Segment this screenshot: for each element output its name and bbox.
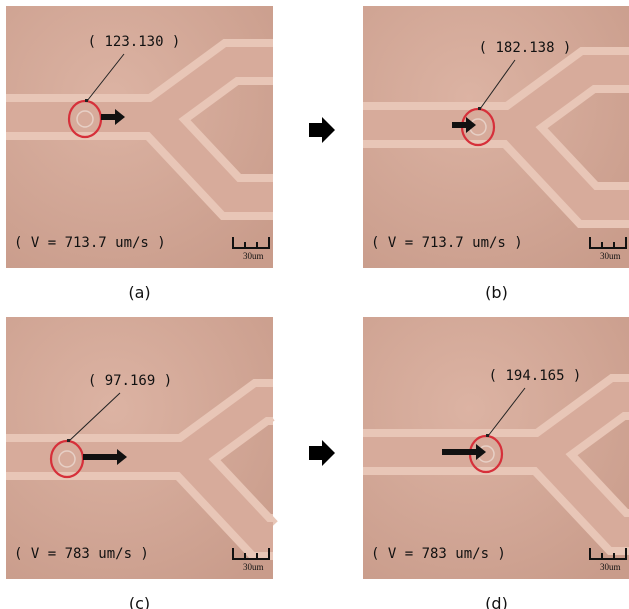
- coordinate-label: ( 123.130 ): [88, 34, 181, 50]
- coordinate-label: ( 182.138 ): [479, 40, 572, 56]
- panel-caption: (d): [485, 594, 508, 609]
- coordinate-label: ( 194.165 ): [489, 368, 582, 384]
- panel-caption: (a): [128, 283, 150, 302]
- micrograph: ( 123.130 ) ( V = 713.7 um/s ) 30um: [6, 6, 273, 268]
- panel-caption: (c): [129, 594, 150, 609]
- marker: [85, 99, 88, 102]
- velocity-label: ( V = 783 um/s ): [14, 546, 149, 562]
- micrograph: ( 97.169 ) ( V = 783 um/s ) 30um: [6, 317, 273, 579]
- scale-label: 30um: [243, 562, 264, 572]
- scale-label: 30um: [600, 562, 621, 572]
- sequence-arrow: [309, 117, 335, 143]
- figure: ( 123.130 ) ( V = 713.7 um/s ) 30um (a) ( 18…: [0, 0, 629, 609]
- scale-label: 30um: [600, 251, 621, 261]
- micrograph: ( 182.138 ) ( V = 713.7 um/s ) 30um: [363, 6, 629, 268]
- marker: [486, 434, 489, 437]
- scale-label: 30um: [243, 251, 264, 261]
- velocity-label: ( V = 783 um/s ): [371, 546, 506, 562]
- micrograph: ( 194.165 ) ( V = 783 um/s ) 30um: [363, 317, 629, 579]
- velocity-label: ( V = 713.7 um/s ): [14, 235, 166, 251]
- panel-caption: (b): [485, 283, 508, 302]
- coordinate-label: ( 97.169 ): [88, 373, 172, 389]
- marker: [478, 107, 481, 110]
- sequence-arrow: [309, 440, 335, 466]
- velocity-label: ( V = 713.7 um/s ): [371, 235, 523, 251]
- marker: [67, 439, 70, 442]
